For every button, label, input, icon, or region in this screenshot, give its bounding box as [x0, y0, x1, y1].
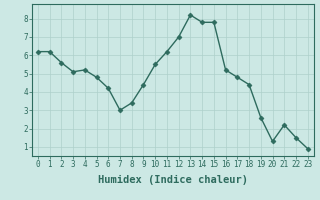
X-axis label: Humidex (Indice chaleur): Humidex (Indice chaleur): [98, 175, 248, 185]
